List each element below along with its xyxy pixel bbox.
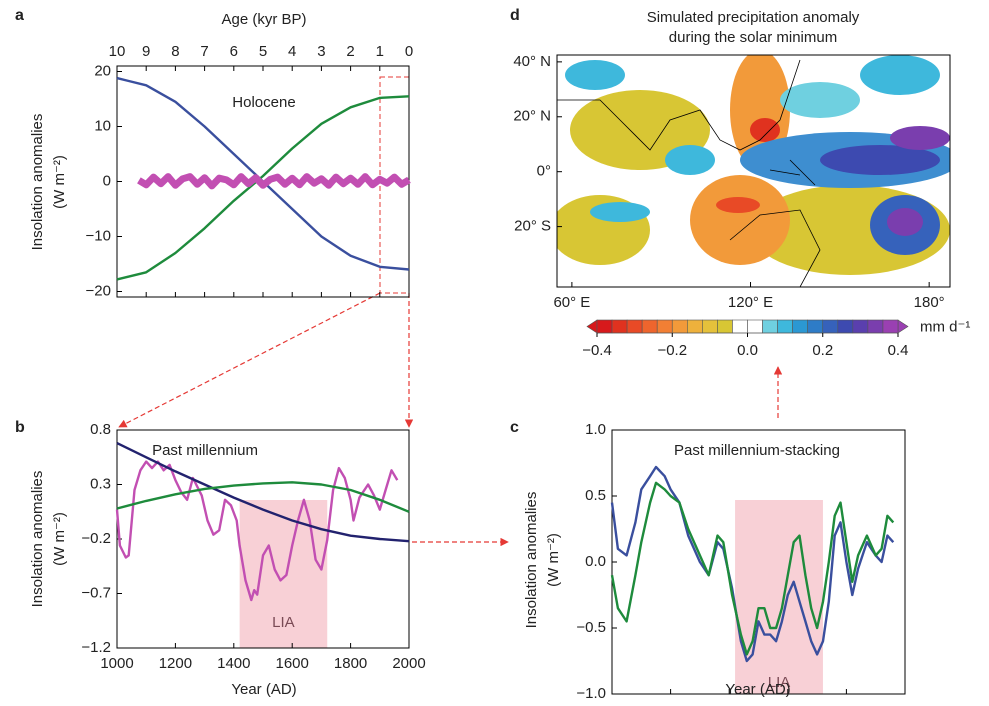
x-tick-label: 1 bbox=[376, 43, 384, 60]
x-tick-label: 1200 bbox=[159, 655, 192, 672]
y-tick-label: −0.5 bbox=[576, 619, 606, 636]
y-tick-label: 40° N bbox=[513, 53, 551, 70]
x-axis-label: Age (kyr BP) bbox=[221, 11, 306, 28]
panel-label: d bbox=[510, 7, 520, 24]
colorbar-cell bbox=[823, 320, 838, 333]
y-tick-label: 1.0 bbox=[585, 421, 606, 438]
y-tick-label: 20 bbox=[94, 62, 111, 79]
y-axis-label: (W m⁻²) bbox=[51, 155, 68, 209]
x-axis-label: Year (AD) bbox=[725, 681, 790, 698]
x-tick-label: 10 bbox=[109, 43, 126, 60]
colorbar-cell bbox=[808, 320, 823, 333]
chart-title: during the solar minimum bbox=[669, 29, 837, 46]
map-field bbox=[550, 50, 960, 287]
colorbar-unit: mm d⁻¹ bbox=[920, 318, 970, 335]
x-tick-label: 1800 bbox=[334, 655, 367, 672]
colorbar-tick-label: 0.0 bbox=[737, 342, 758, 359]
y-tick-label: −0.2 bbox=[81, 530, 111, 547]
y-tick-label: −10 bbox=[86, 227, 111, 244]
x-tick-label: 7 bbox=[200, 43, 208, 60]
y-tick-label: −0.7 bbox=[81, 584, 111, 601]
colorbar-cell bbox=[763, 320, 778, 333]
y-tick-label: 0.0 bbox=[585, 553, 606, 570]
series-line bbox=[139, 177, 409, 186]
colorbar-cell bbox=[853, 320, 868, 333]
x-tick-label: 6 bbox=[230, 43, 238, 60]
x-tick-label: 120° E bbox=[728, 294, 773, 311]
colorbar-tick-label: −0.2 bbox=[657, 342, 687, 359]
x-tick-label: 3 bbox=[317, 43, 325, 60]
colorbar-cell bbox=[748, 320, 763, 333]
colorbar-cell bbox=[612, 320, 627, 333]
x-tick-label: 1600 bbox=[276, 655, 309, 672]
colorbar-tick-label: 0.2 bbox=[812, 342, 833, 359]
colorbar-cell bbox=[778, 320, 793, 333]
y-axis-label: (W m⁻²) bbox=[51, 512, 68, 566]
colorbar-cell bbox=[702, 320, 717, 333]
chart-title: Past millennium bbox=[152, 442, 258, 459]
x-tick-label: 0 bbox=[405, 43, 413, 60]
colorbar-tick-label: −0.4 bbox=[582, 342, 612, 359]
y-tick-label: 0 bbox=[103, 172, 111, 189]
shade-label: LIA bbox=[272, 614, 295, 631]
chart-title: Simulated precipitation anomaly bbox=[647, 9, 860, 26]
y-axis-label: Insolation anomalies bbox=[523, 492, 540, 629]
colorbar-cell bbox=[868, 320, 883, 333]
y-tick-label: 0.3 bbox=[90, 475, 111, 492]
colorbar-cell bbox=[657, 320, 672, 333]
panel-label: c bbox=[510, 419, 519, 436]
x-tick-label: 180° bbox=[914, 294, 945, 311]
x-tick-label: 1000 bbox=[100, 655, 133, 672]
colorbar-cell bbox=[793, 320, 808, 333]
y-tick-label: −20 bbox=[86, 282, 111, 299]
x-tick-label: 8 bbox=[171, 43, 179, 60]
x-tick-label: 4 bbox=[288, 43, 296, 60]
y-tick-label: 10 bbox=[94, 117, 111, 134]
chart-title: Holocene bbox=[232, 94, 295, 111]
y-tick-label: 0.5 bbox=[585, 487, 606, 504]
colorbar-end bbox=[587, 320, 597, 333]
x-tick-label: 2 bbox=[346, 43, 354, 60]
y-axis-label: (W m⁻²) bbox=[545, 533, 562, 587]
colorbar-cell bbox=[717, 320, 732, 333]
x-axis-label: Year (AD) bbox=[231, 681, 296, 698]
y-axis-label: Insolation anomalies bbox=[29, 114, 46, 251]
colorbar-cell bbox=[732, 320, 747, 333]
x-tick-label: 9 bbox=[142, 43, 150, 60]
colorbar-cell bbox=[883, 320, 898, 333]
colorbar-tick-label: 0.4 bbox=[888, 342, 909, 359]
colorbar-cell bbox=[627, 320, 642, 333]
y-tick-label: −1.0 bbox=[576, 685, 606, 701]
y-tick-label: 0° bbox=[537, 163, 551, 180]
y-tick-label: −1.2 bbox=[81, 639, 111, 656]
chart-title: Past millennium-stacking bbox=[674, 442, 840, 459]
x-tick-label: 2000 bbox=[392, 655, 425, 672]
y-axis-label: Insolation anomalies bbox=[29, 471, 46, 608]
panel-label: b bbox=[15, 419, 25, 436]
colorbar-cell bbox=[597, 320, 612, 333]
colorbar-cell bbox=[672, 320, 687, 333]
y-tick-label: 0.8 bbox=[90, 421, 111, 438]
y-tick-label: 20° S bbox=[514, 218, 551, 235]
x-tick-label: 5 bbox=[259, 43, 267, 60]
y-tick-label: 20° N bbox=[513, 108, 551, 125]
x-tick-label: 1400 bbox=[217, 655, 250, 672]
x-tick-label: 60° E bbox=[553, 294, 590, 311]
colorbar-cell bbox=[642, 320, 657, 333]
colorbar-end bbox=[898, 320, 908, 333]
colorbar-cell bbox=[687, 320, 702, 333]
panel-label: a bbox=[15, 7, 24, 24]
colorbar-cell bbox=[838, 320, 853, 333]
